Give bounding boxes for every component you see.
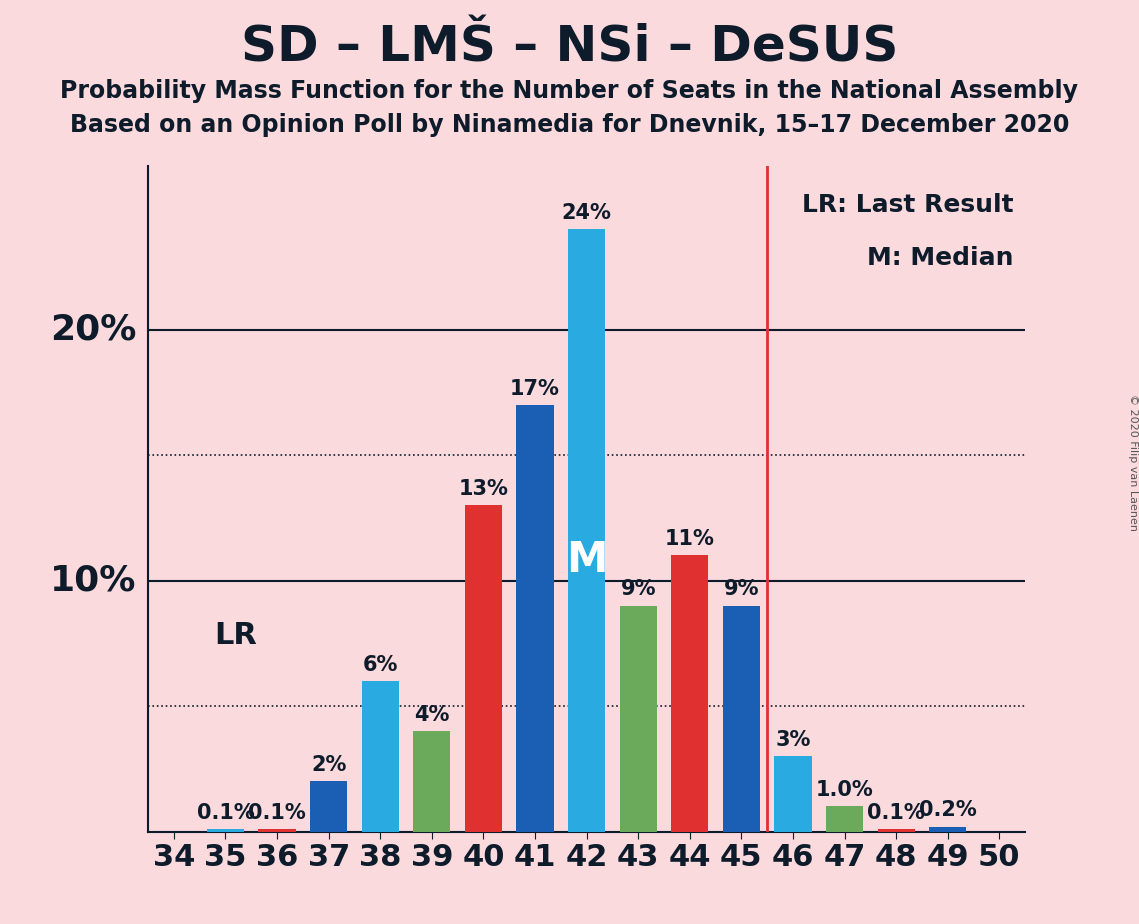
Text: 24%: 24% — [562, 202, 612, 223]
Text: M: Median: M: Median — [867, 246, 1014, 270]
Text: 4%: 4% — [415, 705, 450, 725]
Text: SD – LMŠ – NSi – DeSUS: SD – LMŠ – NSi – DeSUS — [240, 23, 899, 71]
Text: 13%: 13% — [459, 479, 508, 499]
Bar — [929, 827, 966, 832]
Text: 17%: 17% — [510, 379, 560, 398]
Bar — [723, 605, 760, 832]
Text: 0.1%: 0.1% — [248, 803, 306, 822]
Text: 2%: 2% — [311, 755, 346, 775]
Text: LR: Last Result: LR: Last Result — [802, 193, 1014, 217]
Text: 9%: 9% — [621, 579, 656, 600]
Bar — [568, 229, 605, 832]
Text: Based on an Opinion Poll by Ninamedia for Dnevnik, 15–17 December 2020: Based on an Opinion Poll by Ninamedia fo… — [69, 113, 1070, 137]
Text: 20%: 20% — [50, 312, 137, 346]
Text: 0.2%: 0.2% — [919, 800, 976, 821]
Bar — [259, 829, 296, 832]
Bar — [516, 405, 554, 832]
Bar — [877, 829, 915, 832]
Bar — [207, 829, 244, 832]
Bar — [310, 782, 347, 832]
Text: 9%: 9% — [723, 579, 759, 600]
Text: © 2020 Filip van Laenen: © 2020 Filip van Laenen — [1129, 394, 1138, 530]
Bar — [362, 681, 399, 832]
Text: Probability Mass Function for the Number of Seats in the National Assembly: Probability Mass Function for the Number… — [60, 79, 1079, 103]
Text: 10%: 10% — [50, 564, 137, 598]
Bar — [671, 555, 708, 832]
Bar — [826, 807, 863, 832]
Text: M: M — [566, 540, 607, 581]
Text: 1.0%: 1.0% — [816, 780, 874, 800]
Text: 0.1%: 0.1% — [867, 803, 925, 822]
Bar — [413, 731, 450, 832]
Text: 0.1%: 0.1% — [197, 803, 254, 822]
Bar — [620, 605, 657, 832]
Bar — [775, 756, 811, 832]
Text: LR: LR — [214, 621, 257, 650]
Bar — [465, 505, 502, 832]
Text: 3%: 3% — [776, 730, 811, 750]
Text: 11%: 11% — [665, 529, 714, 549]
Text: 6%: 6% — [362, 655, 398, 675]
